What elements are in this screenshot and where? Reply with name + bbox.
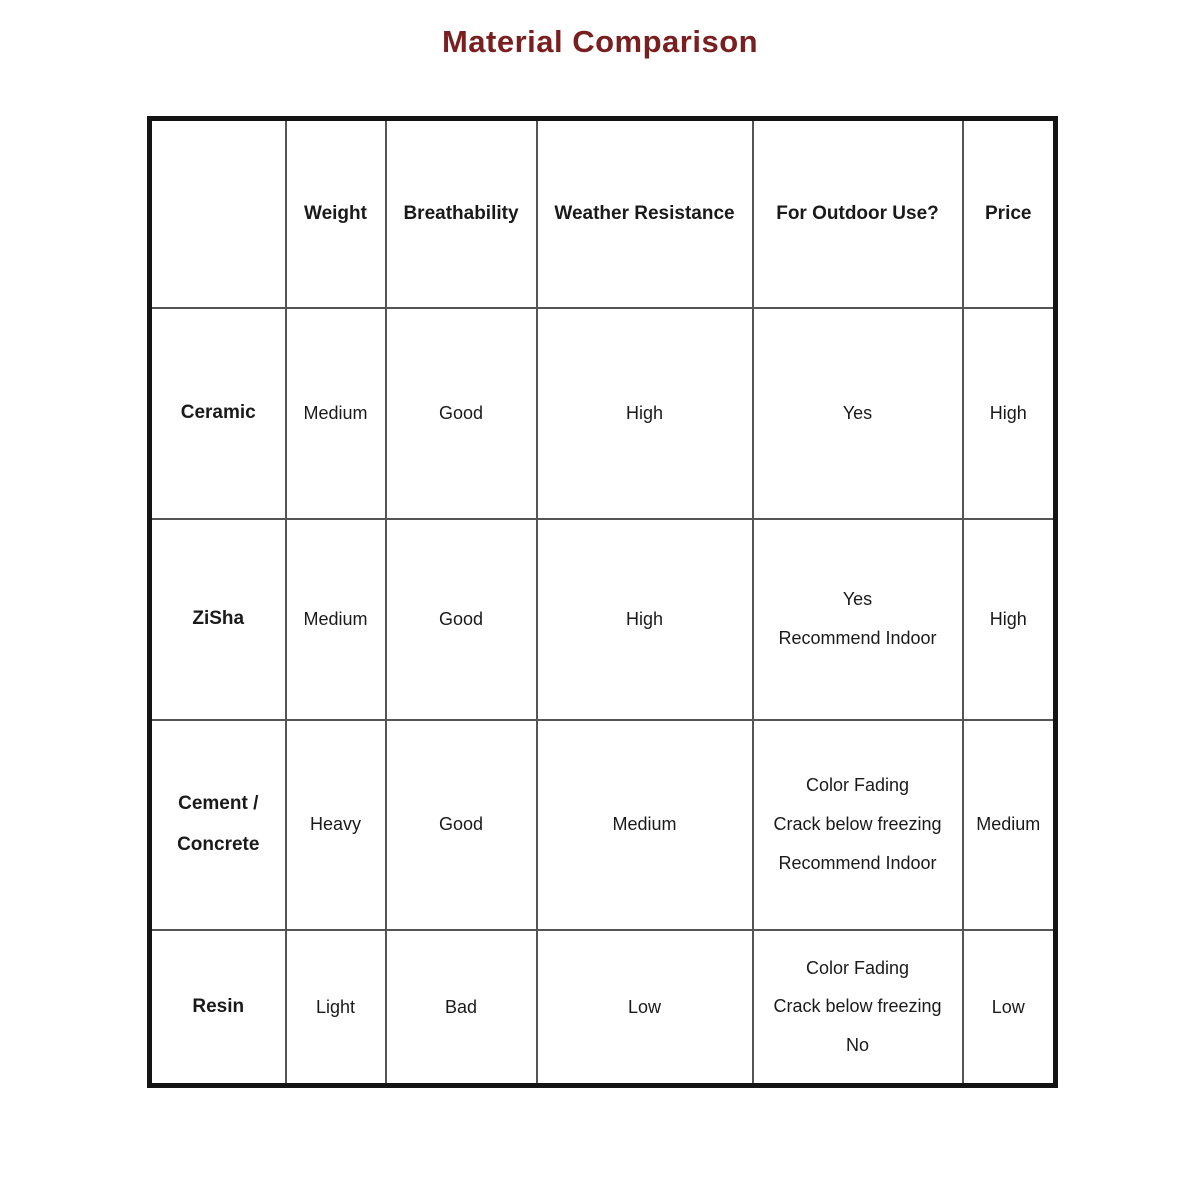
row-label-line: Concrete: [177, 833, 260, 855]
cell-ceramic-outdoor-use: Yes: [751, 306, 964, 520]
cell-line: Color Fading: [805, 957, 910, 978]
cell-ceramic-price: High: [961, 306, 1057, 520]
cell-resin-breathability: Bad: [384, 928, 538, 1087]
cell-zisha-outdoor-use: Yes Recommend Indoor: [751, 517, 964, 721]
col-header-label: Breathability: [403, 202, 519, 224]
cell-line: No: [845, 1035, 869, 1056]
cell-resin-price: Low: [961, 928, 1057, 1087]
col-header-for-outdoor-use: For Outdoor Use?: [751, 117, 964, 309]
row-label-line: Ceramic: [180, 402, 256, 424]
row-label-line: Resin: [192, 995, 245, 1017]
cell-cement-weather-resistance: Medium: [535, 718, 754, 931]
table-row-ceramic: Ceramic Medium Good High Yes High: [148, 306, 1057, 520]
cell-line: Bad: [444, 996, 478, 1017]
cell-line: Medium: [303, 608, 368, 629]
cell-line: Color Fading: [805, 775, 910, 796]
cell-line: Crack below freezing: [773, 996, 942, 1017]
row-label-cement-concrete: Cement / Concrete: [148, 718, 287, 931]
cell-cement-weight: Heavy: [284, 718, 387, 931]
cell-ceramic-weight: Medium: [284, 306, 387, 520]
row-label-line: ZiSha: [192, 608, 245, 630]
col-header-breathability: Breathability: [384, 117, 538, 309]
cell-line: Medium: [303, 402, 368, 423]
cell-zisha-price: High: [961, 517, 1057, 721]
cell-line: Good: [438, 814, 484, 835]
page-title: Material Comparison: [441, 24, 759, 59]
table-row-resin: Resin Light Bad Low Color Fading Crack b…: [148, 928, 1057, 1087]
cell-ceramic-breathability: Good: [384, 306, 538, 520]
col-header-label: Weight: [304, 202, 367, 224]
cell-ceramic-weather-resistance: High: [535, 306, 754, 520]
row-label-ceramic: Ceramic: [148, 306, 287, 520]
col-header-label: For Outdoor Use?: [776, 202, 939, 224]
cell-zisha-breathability: Good: [384, 517, 538, 721]
row-label-zisha: ZiSha: [148, 517, 287, 721]
cell-line: Medium: [612, 814, 677, 835]
table-row-cement-concrete: Cement / Concrete Heavy Good Medium Colo…: [148, 718, 1057, 931]
cell-line: Light: [315, 996, 356, 1017]
cell-line: Recommend Indoor: [778, 628, 937, 648]
cell-cement-outdoor-use: Color Fading Crack below freezing Recomm…: [751, 718, 964, 931]
cell-line: Yes: [842, 402, 873, 423]
table-row-zisha: ZiSha Medium Good High Yes Recommend Ind…: [148, 517, 1057, 721]
cell-cement-breathability: Good: [384, 718, 538, 931]
col-header-label: Price: [985, 202, 1032, 224]
cell-line: Good: [438, 402, 484, 423]
cell-resin-outdoor-use: Color Fading Crack below freezing No: [751, 928, 964, 1087]
cell-line: Heavy: [309, 814, 362, 835]
cell-zisha-weight: Medium: [284, 517, 387, 721]
cell-line: Low: [627, 996, 662, 1017]
cell-line: Low: [991, 996, 1025, 1017]
cell-line: High: [989, 402, 1027, 423]
col-header-empty: [148, 117, 287, 309]
cell-line: Recommend Indoor: [778, 852, 937, 873]
cell-line: Yes: [842, 589, 873, 610]
col-header-price: Price: [961, 117, 1057, 309]
col-header-label: Weather Resistance: [554, 202, 735, 224]
cell-line: High: [625, 402, 664, 423]
cell-line: High: [625, 608, 664, 629]
cell-line: High: [989, 608, 1027, 629]
cell-zisha-weather-resistance: High: [535, 517, 754, 721]
row-label-line: Cement /: [178, 792, 259, 814]
row-label-resin: Resin: [148, 928, 287, 1087]
cell-line: Good: [438, 608, 484, 629]
cell-resin-weight: Light: [284, 928, 387, 1087]
cell-line: Medium: [976, 814, 1041, 835]
cell-line: Crack below freezing: [773, 814, 942, 835]
cell-cement-price: Medium: [961, 718, 1057, 931]
col-header-weather-resistance: Weather Resistance: [535, 117, 754, 309]
material-comparison-table: Weight Breathability Weather Resistance …: [147, 116, 1058, 1088]
cell-resin-weather-resistance: Low: [535, 928, 754, 1087]
header-row: Weight Breathability Weather Resistance …: [148, 117, 1057, 309]
col-header-weight: Weight: [284, 117, 387, 309]
